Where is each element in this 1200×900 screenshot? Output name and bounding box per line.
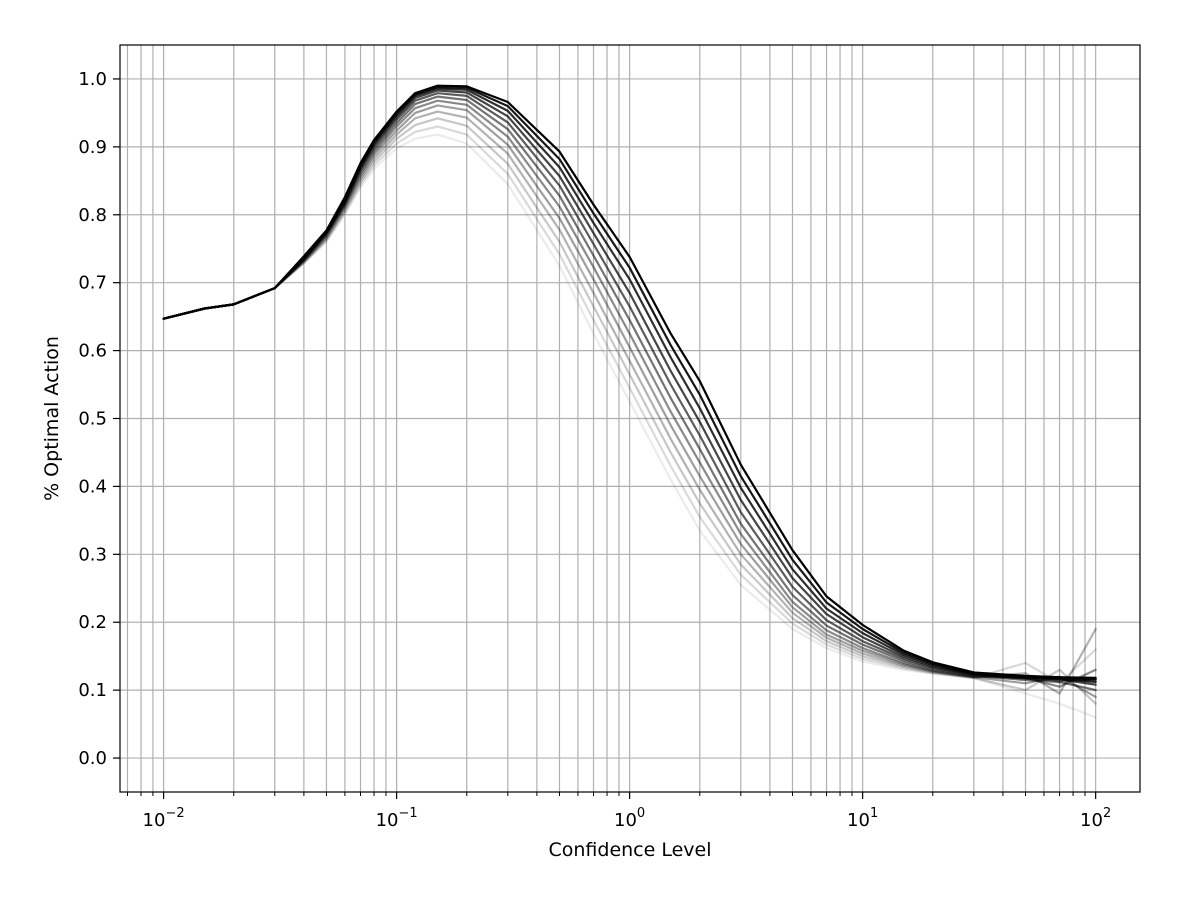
x-tick-label: 10−1 [376, 806, 418, 831]
y-tick-label: 0.5 [78, 409, 107, 430]
y-tick-labels: 0.0 0.1 0.2 0.3 0.4 0.5 0.6 0.7 0.8 0.9 1.0 [78, 69, 107, 769]
major-gridlines [120, 45, 1140, 792]
y-axis-label: % Optimal Action [41, 336, 63, 501]
series-line-4 [162, 110, 1097, 695]
y-tick-label: 0.8 [78, 205, 107, 226]
x-axis-label: Confidence Level [548, 839, 711, 861]
y-tick-label: 0.7 [78, 273, 107, 294]
axis-ticks [113, 78, 1097, 799]
y-tick-label: 0.0 [78, 748, 107, 769]
y-tick-label: 1.0 [78, 69, 107, 90]
y-tick-label: 0.3 [78, 544, 107, 565]
series-line-3 [162, 117, 1097, 705]
x-tick-label: 100 [614, 806, 645, 831]
x-tick-label: 10−2 [143, 806, 185, 831]
series-line-12 [162, 84, 1097, 680]
y-tick-label: 0.1 [78, 680, 107, 701]
y-tick-label: 0.4 [78, 476, 107, 497]
series-line-2 [162, 125, 1097, 685]
series-lines [162, 84, 1097, 719]
x-tick-labels: 10−2 10−1 100 101 102 [143, 806, 1112, 831]
series-line-5 [162, 104, 1097, 699]
y-tick-label: 0.6 [78, 341, 107, 362]
y-tick-label: 0.2 [78, 612, 107, 633]
y-tick-label: 0.9 [78, 137, 107, 158]
x-tick-label: 102 [1080, 806, 1111, 831]
series-line-1 [162, 133, 1097, 719]
x-tick-label: 101 [847, 806, 878, 831]
